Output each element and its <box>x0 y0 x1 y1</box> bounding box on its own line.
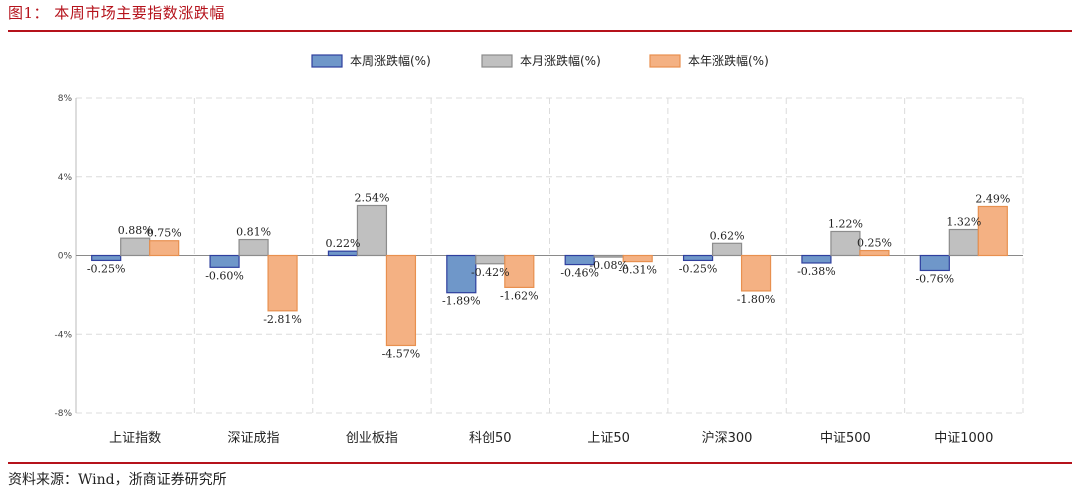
bar-ytd <box>622 254 653 263</box>
axis-layer: 8% 4% 0% -4% -8% 上证指数 深证成指 创业板指 科创50 上证50 沪深300 中证5… <box>54 94 1023 446</box>
y-tick-label: 4% <box>58 173 73 183</box>
data-label: -0.38% <box>797 265 836 278</box>
bar-layer <box>91 204 1008 347</box>
data-label: -1.89% <box>442 295 481 308</box>
data-label: 0.75% <box>147 227 182 240</box>
bar-monthly <box>356 204 388 257</box>
grid-layer <box>76 97 1024 414</box>
figure-title: 图1： 本周市场主要指数涨跌幅 <box>8 4 225 22</box>
data-label: -0.31% <box>618 264 657 277</box>
bar-weekly <box>446 254 477 294</box>
data-label: -4.57% <box>382 347 421 360</box>
x-tick-label: 创业板指 <box>346 431 398 446</box>
y-tick-label: 8% <box>58 94 73 104</box>
x-tick-label: 科创50 <box>469 431 512 446</box>
legend: 本周涨跌幅(%) 本月涨跌幅(%) 本年涨跌幅(%) <box>311 53 769 68</box>
bar-weekly <box>682 254 714 262</box>
data-label: 0.88% <box>118 224 153 237</box>
bar-ytd <box>149 240 180 257</box>
y-tick-label: -8% <box>54 409 72 419</box>
legend-swatch <box>311 54 343 68</box>
data-label: -2.81% <box>263 313 302 326</box>
data-label: -0.42% <box>471 266 510 279</box>
bar-weekly <box>209 254 240 268</box>
bottom-rule <box>8 462 1072 464</box>
data-label: -0.76% <box>915 272 954 285</box>
y-tick-label: -4% <box>54 330 72 340</box>
bar-ytd <box>267 254 298 312</box>
legend-label: 本月涨跌幅(%) <box>520 53 601 68</box>
bar-ytd <box>740 254 772 292</box>
data-label: 1.22% <box>828 217 863 230</box>
bar-weekly <box>801 254 832 264</box>
x-tick-label: 上证指数 <box>109 431 161 446</box>
bar-monthly <box>120 237 151 257</box>
x-tick-label: 沪深300 <box>702 430 753 446</box>
source-note: 资料来源：Wind，浙商证券研究所 <box>8 472 227 488</box>
bar-ytd <box>504 254 535 288</box>
data-label: -0.46% <box>560 267 599 280</box>
legend-swatch <box>481 54 513 68</box>
data-label: -0.60% <box>205 269 244 282</box>
legend-label: 本年涨跌幅(%) <box>688 53 769 68</box>
x-tick-label: 深证成指 <box>228 431 280 446</box>
bar-ytd <box>977 205 1008 257</box>
label-layer: -0.25% -0.60% 0.22% -1.89% -0.46% -0.25% -0.38… <box>87 191 1010 360</box>
bar-monthly <box>711 242 743 257</box>
bar-monthly <box>475 254 506 265</box>
bar-monthly <box>830 230 861 257</box>
bar-ytd <box>859 249 890 257</box>
bar-weekly <box>91 254 122 262</box>
data-label: 0.25% <box>857 237 892 250</box>
data-label: 0.81% <box>236 226 271 239</box>
data-label: 0.22% <box>325 237 360 250</box>
bar-weekly <box>327 250 359 257</box>
data-label: 2.54% <box>354 191 389 204</box>
data-label: -0.08% <box>589 259 628 272</box>
top-rule <box>8 30 1072 32</box>
x-tick-label: 中证500 <box>820 431 871 446</box>
bar-monthly <box>948 228 979 257</box>
legend-label: 本周涨跌幅(%) <box>350 53 431 68</box>
data-label: -1.62% <box>500 289 539 302</box>
data-label: 2.49% <box>975 192 1010 205</box>
legend-swatch <box>649 54 681 68</box>
bar-monthly <box>238 238 269 257</box>
x-tick-label: 中证1000 <box>934 431 993 446</box>
data-label: -1.80% <box>737 293 776 306</box>
x-tick-label: 上证50 <box>587 431 630 446</box>
data-label: -0.25% <box>87 262 126 275</box>
y-tick-label: 0% <box>58 252 73 262</box>
bar-weekly <box>919 254 950 272</box>
data-label: 0.62% <box>710 229 745 242</box>
bar-ytd <box>385 254 417 347</box>
data-label: 1.32% <box>946 216 981 229</box>
bar-monthly <box>593 254 624 258</box>
data-label: -0.25% <box>679 262 718 275</box>
bar-weekly <box>564 254 595 266</box>
